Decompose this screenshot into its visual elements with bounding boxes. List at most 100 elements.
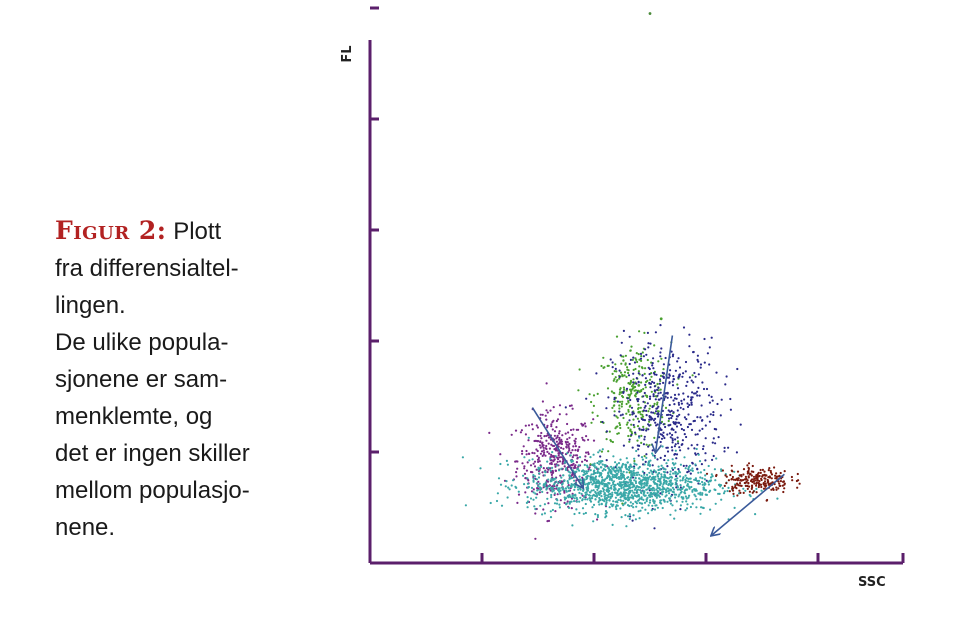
data-point [624,480,628,483]
data-point [651,504,654,507]
data-point [514,460,517,463]
data-point [533,465,537,468]
data-point [551,455,554,458]
data-point [618,400,622,403]
data-point [676,486,680,489]
data-point [631,486,634,489]
data-point [649,382,653,385]
data-point [628,490,631,494]
data-point [637,411,640,414]
data-point [595,466,598,469]
data-point [654,475,657,478]
data-point [707,483,711,486]
data-point [691,391,694,394]
data-point [581,436,584,439]
data-point [709,476,713,479]
data-point [684,492,687,495]
data-point [626,468,629,471]
data-point [747,462,751,465]
data-point [663,471,667,474]
data-point [736,483,739,486]
data-point [543,483,546,486]
data-point [563,501,566,504]
data-point [535,482,539,485]
outlier-point [637,384,641,387]
data-point [664,356,667,360]
data-point [659,379,662,383]
data-point [681,487,684,490]
data-point [685,500,688,503]
data-point [711,458,714,461]
data-point [627,434,630,438]
data-point [619,499,623,502]
caption-line: mellom populasjo- [55,477,250,504]
data-point [592,489,595,492]
data-point [686,402,689,405]
data-point [564,432,567,435]
data-point [562,474,565,477]
data-point [657,412,660,415]
data-point [704,474,707,477]
data-point [727,486,730,489]
data-point [630,504,633,507]
data-point [614,496,618,499]
data-point [543,470,546,473]
data-point [547,468,550,471]
data-point [646,473,649,476]
data-point [659,440,662,444]
data-point [672,463,676,466]
data-point [554,469,557,472]
data-point [636,425,640,428]
data-point [747,471,750,474]
data-point [730,464,733,467]
data-point [596,392,599,395]
data-point [674,496,677,499]
data-point [589,475,592,478]
data-point [587,468,590,471]
data-point [550,473,554,476]
data-point [643,482,646,485]
data-point [651,489,654,492]
data-point [543,474,546,477]
data-point [679,423,683,426]
data-point [656,394,659,397]
data-point [505,459,508,462]
data-point [642,425,645,428]
data-point [718,492,721,495]
data-point [591,411,594,414]
data-point [614,461,617,464]
data-point [669,502,673,505]
data-point [761,468,765,471]
data-point [782,480,785,483]
data-point [544,454,547,457]
data-point [677,403,681,406]
data-point [596,518,599,521]
data-point [670,409,673,412]
data-point [603,492,606,495]
data-point [681,443,684,446]
data-point [631,489,634,492]
data-point [676,488,679,491]
data-point [587,451,590,454]
data-point [697,453,700,456]
data-point [675,457,678,460]
data-point [624,494,627,497]
data-point [644,383,647,386]
data-point [617,432,620,435]
data-point [568,436,571,439]
data-point [639,509,642,512]
data-point [700,404,703,407]
data-point [776,497,779,500]
data-point [606,494,609,497]
data-point [750,487,753,490]
data-point [760,478,763,482]
data-point [622,480,626,483]
data-point [645,500,648,503]
data-point [675,453,679,456]
data-point [630,423,633,426]
data-point [567,470,570,473]
data-point [628,440,631,443]
data-point [640,496,643,499]
data-point [547,502,550,505]
data-point [599,472,603,475]
